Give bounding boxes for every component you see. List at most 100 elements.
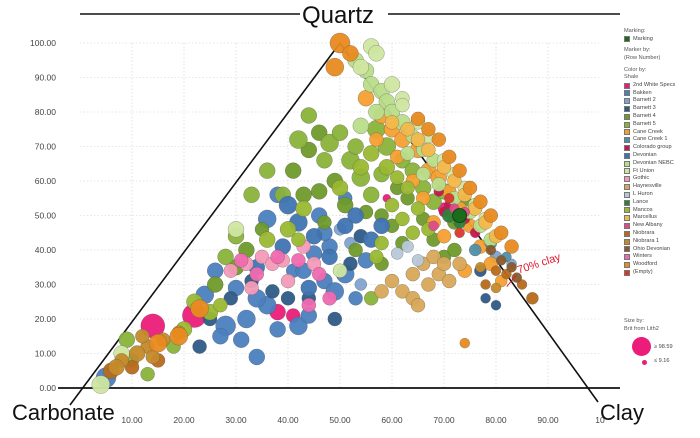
data-point bbox=[415, 166, 431, 182]
data-points bbox=[91, 32, 539, 394]
legend-item[interactable]: Lance bbox=[624, 199, 700, 207]
data-point bbox=[280, 291, 296, 306]
data-point bbox=[108, 359, 125, 376]
legend-item[interactable]: Niobrara 1 bbox=[624, 238, 700, 246]
data-point bbox=[305, 227, 323, 245]
data-point bbox=[331, 179, 349, 197]
y-tick-label: 50.00 bbox=[35, 211, 57, 221]
data-point bbox=[321, 248, 338, 266]
data-point bbox=[378, 158, 396, 176]
size-legend-value: Brit from Lith2 bbox=[624, 325, 659, 332]
legend-item-label: 2nd White Specs bbox=[633, 81, 676, 88]
data-point bbox=[244, 280, 259, 296]
x-tick-label: 80.00 bbox=[485, 415, 507, 425]
data-point bbox=[316, 152, 333, 169]
legend-item[interactable]: Bakken bbox=[624, 90, 700, 98]
data-point bbox=[368, 103, 385, 121]
data-point bbox=[443, 193, 455, 204]
data-point bbox=[441, 149, 457, 165]
size-legend: Size by: Brit from Lith2 ≥ 98.59 ≤ 9.16 bbox=[624, 318, 700, 381]
data-point bbox=[291, 253, 306, 268]
data-point bbox=[436, 256, 452, 272]
legend-item-label: Ft Union bbox=[633, 167, 655, 174]
data-point bbox=[212, 328, 229, 345]
legend-item[interactable]: Cane Creek 1 bbox=[624, 136, 700, 144]
data-point bbox=[343, 256, 358, 272]
legend-item-label: Niobrara 1 bbox=[633, 237, 660, 244]
legend-swatch bbox=[624, 223, 630, 229]
legend-item[interactable]: Marcellus bbox=[624, 214, 700, 222]
legend-item[interactable]: (Empty) bbox=[624, 269, 700, 277]
data-point bbox=[462, 180, 478, 196]
data-point bbox=[332, 263, 348, 278]
data-point bbox=[369, 132, 384, 147]
size-legend-min-row: ≤ 9.16 bbox=[624, 357, 700, 381]
data-point bbox=[135, 329, 150, 344]
data-point bbox=[431, 177, 447, 192]
size-legend-title: Size by: bbox=[624, 318, 644, 324]
x-tick-label: 60.00 bbox=[381, 415, 403, 425]
legend-swatch bbox=[624, 230, 630, 237]
data-point bbox=[410, 297, 426, 313]
legend-item[interactable]: L Huron bbox=[624, 191, 700, 199]
legend-item[interactable]: Cane Creek bbox=[624, 129, 700, 137]
legend-item[interactable]: Colorado group bbox=[624, 144, 700, 152]
legend-item-label: Devonian NEBC bbox=[633, 159, 674, 166]
data-point bbox=[348, 242, 363, 258]
data-point bbox=[279, 221, 297, 238]
x-tick-label: 10.00 bbox=[121, 415, 143, 425]
x-tick-label: 90.00 bbox=[537, 415, 559, 425]
data-point bbox=[124, 360, 140, 375]
legend-item[interactable]: Barnett 2 bbox=[624, 97, 700, 105]
legend-item[interactable]: Ft Union bbox=[624, 168, 700, 176]
legend-item[interactable]: Winters bbox=[624, 253, 700, 261]
legend-item[interactable]: Devonian bbox=[624, 152, 700, 160]
legend-marking-item[interactable]: Marking bbox=[624, 36, 700, 44]
legend-item[interactable]: Woodford bbox=[624, 261, 700, 269]
data-point bbox=[190, 299, 209, 318]
data-point bbox=[468, 243, 482, 257]
legend-color-by-title: Color by: bbox=[624, 66, 647, 73]
data-point bbox=[452, 163, 467, 178]
data-point bbox=[526, 292, 539, 305]
legend-item[interactable]: Mancos bbox=[624, 207, 700, 215]
legend-item[interactable]: Barnett 4 bbox=[624, 113, 700, 121]
legend-item-label: Barnett 3 bbox=[633, 105, 656, 112]
data-point bbox=[91, 375, 111, 394]
legend-item-label: Mancos bbox=[633, 206, 653, 213]
legend-item[interactable]: Devonian NEBC bbox=[624, 160, 700, 168]
corner-label-clay: Clay bbox=[600, 400, 645, 425]
data-point bbox=[233, 253, 249, 268]
data-point bbox=[352, 58, 370, 76]
data-point bbox=[493, 225, 509, 240]
legend-swatch bbox=[624, 199, 630, 206]
data-point bbox=[223, 263, 239, 278]
legend-item[interactable]: New Albany bbox=[624, 222, 700, 230]
data-point bbox=[459, 337, 471, 349]
data-point bbox=[410, 201, 426, 216]
data-point bbox=[426, 249, 441, 265]
data-point bbox=[348, 291, 363, 306]
legend-item-label: Lance bbox=[633, 198, 649, 205]
x-tick-label: 70.00 bbox=[433, 415, 455, 425]
legend-item[interactable]: Ohio Devonian bbox=[624, 246, 700, 254]
x-tick-label: 30.00 bbox=[225, 415, 247, 425]
legend-item[interactable]: Barnett 5 bbox=[624, 121, 700, 129]
legend-item-label: Barnett 5 bbox=[633, 120, 656, 127]
data-point bbox=[269, 321, 286, 338]
data-point bbox=[325, 57, 345, 77]
legend-item[interactable]: Haynesville bbox=[624, 183, 700, 191]
data-point bbox=[336, 196, 354, 214]
legend-item[interactable]: Gothic bbox=[624, 175, 700, 183]
data-point bbox=[374, 235, 389, 251]
data-point bbox=[258, 231, 276, 248]
legend-item[interactable]: Barnett 3 bbox=[624, 105, 700, 113]
tick-labels: 0.00 10.00 20.00 30.00 40.00 50.00 60.00 70.00 8… bbox=[30, 38, 605, 425]
legend-item[interactable]: Niobrara bbox=[624, 230, 700, 238]
legend-item[interactable]: 2nd White Specs bbox=[624, 82, 700, 90]
data-point bbox=[454, 227, 465, 238]
data-point bbox=[265, 284, 280, 299]
legend-item-label: Gothic bbox=[633, 175, 650, 182]
x-tick-label: 10 bbox=[595, 415, 605, 425]
data-point bbox=[410, 132, 426, 147]
